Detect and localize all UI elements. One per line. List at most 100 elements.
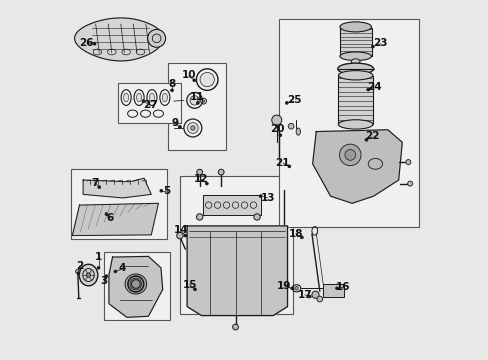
Ellipse shape: [77, 272, 80, 275]
Text: 7: 7: [91, 177, 98, 188]
Ellipse shape: [176, 232, 183, 239]
Ellipse shape: [290, 287, 293, 290]
Ellipse shape: [205, 182, 208, 185]
Text: 26: 26: [79, 38, 94, 48]
Ellipse shape: [338, 71, 372, 80]
Bar: [279, 19, 418, 226]
Text: 17: 17: [297, 290, 311, 300]
Text: 21: 21: [275, 158, 289, 168]
Ellipse shape: [125, 274, 146, 294]
Text: 15: 15: [182, 280, 197, 290]
Ellipse shape: [123, 93, 128, 102]
Ellipse shape: [278, 134, 281, 136]
Ellipse shape: [339, 144, 360, 166]
Ellipse shape: [339, 22, 371, 32]
Ellipse shape: [316, 296, 322, 302]
Text: 14: 14: [173, 225, 188, 235]
Text: 9: 9: [171, 118, 178, 128]
Ellipse shape: [162, 93, 167, 102]
Ellipse shape: [339, 52, 371, 60]
Bar: [203, 195, 260, 215]
Ellipse shape: [405, 159, 410, 165]
Ellipse shape: [93, 42, 96, 45]
Text: 8: 8: [168, 79, 175, 89]
Ellipse shape: [98, 186, 101, 189]
Ellipse shape: [136, 93, 142, 102]
Bar: [118, 83, 181, 123]
Ellipse shape: [142, 100, 144, 103]
Ellipse shape: [300, 236, 303, 239]
Polygon shape: [83, 178, 151, 198]
Ellipse shape: [287, 123, 293, 129]
Text: 13: 13: [260, 193, 274, 203]
Ellipse shape: [218, 169, 224, 175]
Polygon shape: [72, 203, 158, 235]
Ellipse shape: [149, 93, 154, 102]
Ellipse shape: [371, 45, 373, 48]
Ellipse shape: [190, 96, 199, 105]
Polygon shape: [109, 256, 163, 318]
Ellipse shape: [193, 288, 196, 291]
Text: 18: 18: [288, 229, 303, 239]
Ellipse shape: [187, 123, 198, 134]
Ellipse shape: [105, 275, 108, 278]
Ellipse shape: [105, 213, 108, 216]
Text: 3: 3: [100, 276, 107, 286]
Ellipse shape: [196, 214, 203, 220]
Ellipse shape: [200, 72, 214, 87]
Ellipse shape: [366, 88, 369, 91]
Ellipse shape: [130, 278, 142, 290]
Ellipse shape: [335, 287, 338, 290]
Ellipse shape: [97, 266, 100, 269]
Ellipse shape: [364, 138, 367, 141]
Ellipse shape: [338, 120, 372, 129]
Ellipse shape: [253, 214, 260, 220]
Bar: [104, 252, 170, 320]
Ellipse shape: [308, 295, 310, 298]
Ellipse shape: [190, 126, 195, 130]
Text: 2: 2: [76, 261, 83, 271]
Ellipse shape: [259, 195, 262, 198]
Ellipse shape: [344, 149, 355, 160]
Text: 25: 25: [286, 95, 301, 105]
Ellipse shape: [287, 165, 290, 168]
Text: 19: 19: [276, 281, 290, 291]
Bar: [339, 28, 371, 56]
Ellipse shape: [170, 89, 173, 92]
Ellipse shape: [296, 128, 300, 135]
Ellipse shape: [202, 100, 204, 102]
Text: 23: 23: [373, 38, 387, 48]
Polygon shape: [75, 18, 163, 61]
Ellipse shape: [232, 324, 238, 330]
Text: 1: 1: [95, 252, 102, 262]
Ellipse shape: [160, 189, 163, 192]
Ellipse shape: [285, 102, 287, 104]
Text: 22: 22: [364, 131, 379, 141]
Ellipse shape: [271, 115, 281, 125]
Ellipse shape: [367, 158, 382, 169]
Ellipse shape: [407, 181, 412, 186]
Bar: [323, 284, 344, 297]
Ellipse shape: [196, 169, 202, 175]
Polygon shape: [187, 226, 287, 316]
Ellipse shape: [86, 273, 90, 277]
Ellipse shape: [79, 264, 98, 286]
Text: 11: 11: [189, 92, 204, 102]
Ellipse shape: [183, 234, 186, 237]
Text: 5: 5: [163, 186, 170, 196]
Text: 16: 16: [336, 282, 350, 292]
Ellipse shape: [178, 126, 181, 129]
Text: 27: 27: [142, 100, 157, 110]
Polygon shape: [312, 130, 402, 203]
Text: 10: 10: [182, 70, 196, 80]
Bar: [338, 76, 372, 125]
Text: 12: 12: [194, 174, 208, 184]
Bar: [168, 63, 226, 149]
Text: 4: 4: [119, 263, 126, 273]
Text: 24: 24: [366, 82, 381, 92]
Ellipse shape: [196, 102, 199, 104]
Ellipse shape: [114, 270, 117, 273]
Ellipse shape: [294, 287, 298, 290]
Text: 6: 6: [106, 213, 113, 223]
Ellipse shape: [311, 291, 319, 298]
